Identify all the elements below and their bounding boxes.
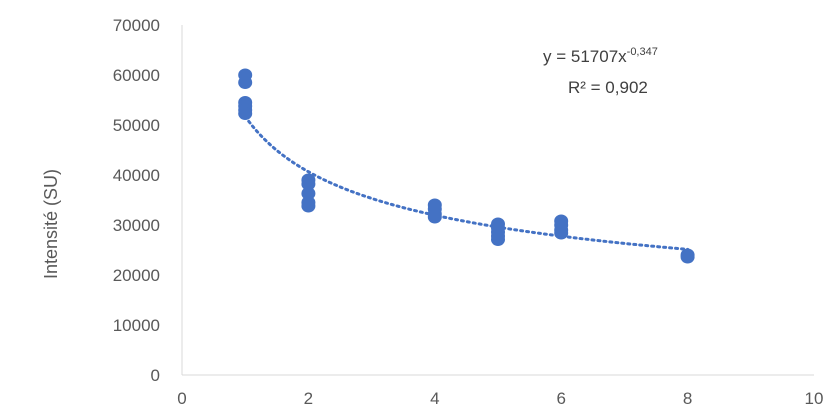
y-tick-labels: 0 10000 20000 30000 40000 50000 60000 70000	[113, 16, 160, 385]
y-tick-label: 50000	[113, 116, 160, 135]
y-tick-label: 10000	[113, 316, 160, 335]
y-axis-label: Intensité (SU)	[41, 169, 61, 279]
x-tick-labels: 0 2 4 6 8 10	[177, 389, 823, 408]
x-tick-label: 8	[683, 389, 692, 408]
y-tick-label: 70000	[113, 16, 160, 35]
x-tick-label: 6	[556, 389, 565, 408]
x-tick-label: 2	[304, 389, 313, 408]
y-tick-label: 0	[151, 366, 160, 385]
data-point	[238, 107, 253, 120]
data-point	[427, 210, 442, 224]
y-tick-label: 20000	[113, 266, 160, 285]
axes	[181, 25, 814, 376]
data-point	[301, 177, 316, 191]
x-tick-label: 0	[177, 389, 186, 408]
y-tick-label: 60000	[113, 66, 160, 85]
equation-main: y = 51707x	[543, 47, 627, 66]
data-point	[554, 226, 569, 240]
y-tick-label: 30000	[113, 216, 160, 235]
trendline-equation: y = 51707x-0,347	[543, 46, 658, 66]
data-point	[680, 250, 695, 264]
data-point	[238, 76, 253, 89]
equation-exponent: -0,347	[627, 46, 658, 58]
data-point	[491, 233, 505, 246]
x-tick-label: 4	[430, 389, 439, 408]
data-point	[301, 199, 316, 213]
y-tick-label: 40000	[113, 166, 160, 185]
data-points	[238, 68, 695, 264]
x-tick-label: 10	[805, 389, 824, 408]
r-squared-label: R² = 0,902	[568, 78, 648, 97]
power-trendline	[243, 114, 690, 251]
data-point	[301, 187, 316, 200]
